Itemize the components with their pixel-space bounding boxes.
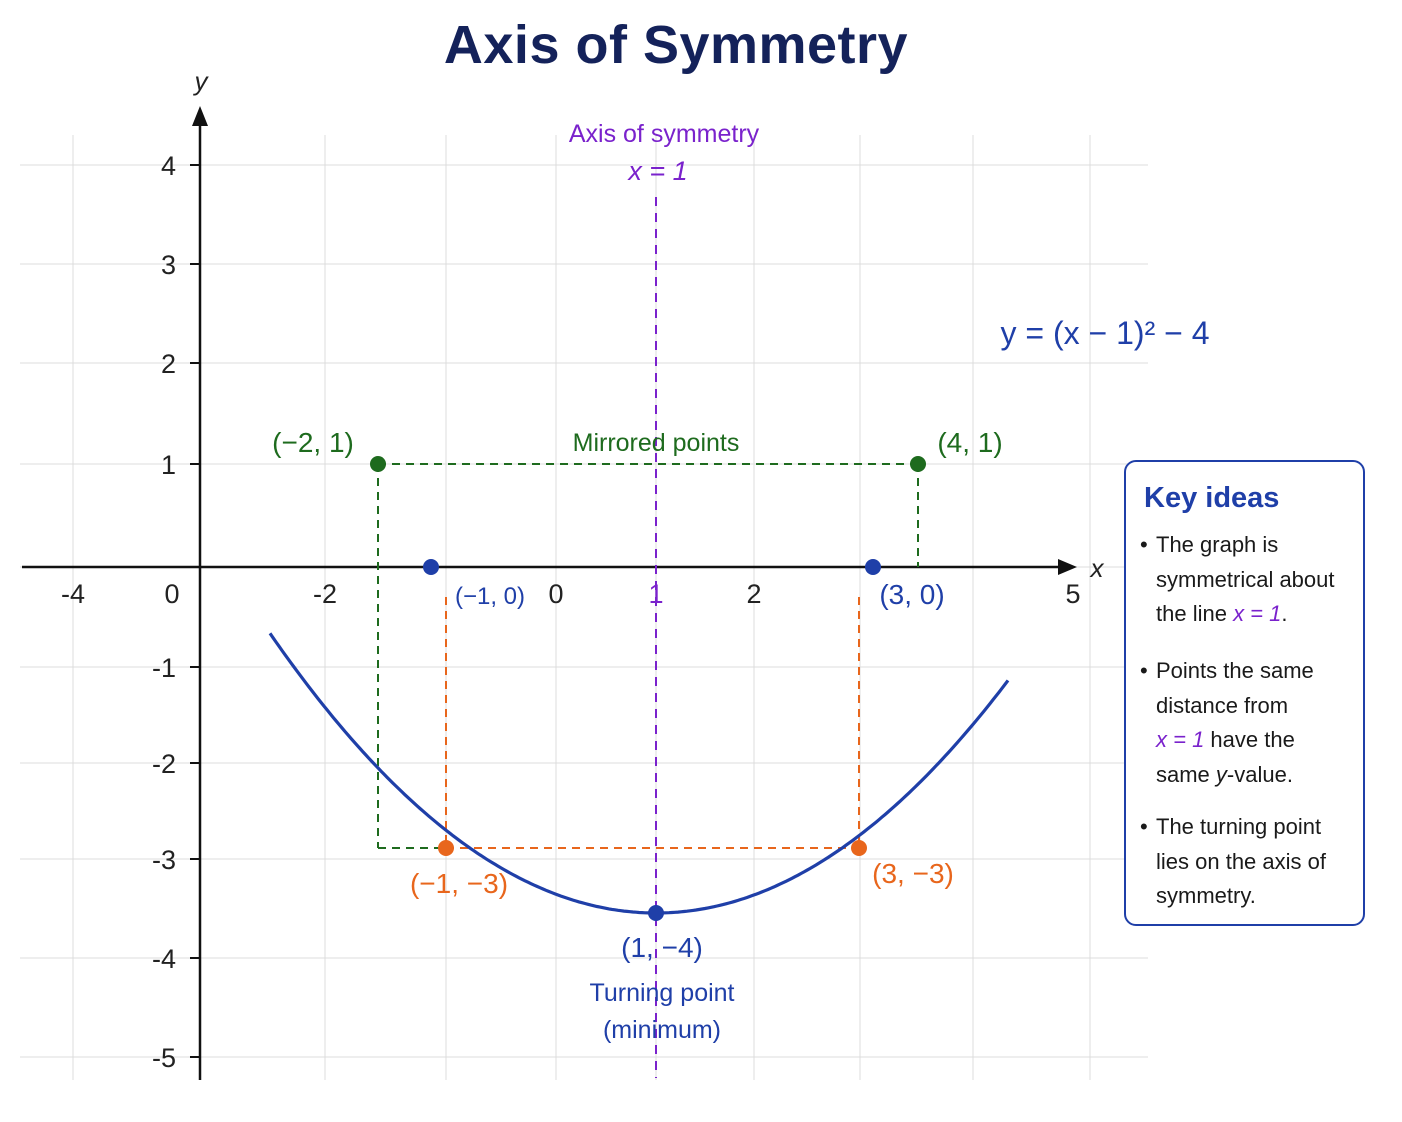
key-idea-3: The turning point lies on the axis of sy… [1156,814,1326,908]
y-tick-label: -5 [152,1043,176,1073]
y-axis-label: y [193,66,210,96]
x-tick-label: 1 [648,579,663,609]
page-title: Axis of Symmetry [443,15,909,75]
point-label: (−2, 1) [272,427,354,458]
curve-equation-label: y = (x − 1)² − 4 [1001,315,1210,351]
point-label: (−1, 0) [455,583,525,610]
x-tick-label: -4 [61,579,85,609]
bullet: • [1140,658,1148,683]
y-tick-label: -4 [152,944,176,974]
axis-of-symmetry-equation: x = 1 [626,156,687,186]
x-tick-label: 0 [164,579,179,609]
point-label: (4, 1) [937,427,1002,458]
key-ideas-title: Key ideas [1144,482,1280,514]
data-point [370,456,386,472]
x-axis-arrow [1058,559,1077,575]
y-tick-label: 3 [161,250,176,280]
y-tick-label: -1 [152,653,176,683]
x-tick-label: 2 [746,579,761,609]
key-ideas-box: Key ideas • The graph is symmetrical abo… [1124,460,1365,926]
data-point [851,840,867,856]
x-tick-label: -2 [313,579,337,609]
axis-of-symmetry-label: Axis of symmetry [569,120,760,148]
point-label: (3, −3) [872,858,954,889]
y-axis-arrow [192,106,208,126]
data-point [865,559,881,575]
point-label: (1, −4) [621,932,703,963]
bullet: • [1140,532,1148,557]
y-tick-label: 2 [161,349,176,379]
turning-point-label: Turning point [590,979,735,1007]
y-tick-label: 1 [161,450,176,480]
data-point [648,905,664,921]
y-tick-label: -3 [152,845,176,875]
y-tick-label: -2 [152,749,176,779]
data-point [910,456,926,472]
mirrored-points-label: Mirrored points [573,429,740,457]
parabola-curve [268,632,1010,915]
data-point [438,840,454,856]
point-label: (3, 0) [879,579,944,610]
y-tick-label: 4 [161,151,176,181]
x-tick-label: 0 [548,579,563,609]
data-point [423,559,439,575]
key-idea-2: Points the same distance from x = 1 have… [1156,658,1314,787]
point-label: (−1, −3) [410,868,508,899]
x-axis-label: x [1089,553,1105,583]
key-idea-1: The graph is symmetrical about the line … [1156,532,1335,626]
x-tick-label: 5 [1065,579,1080,609]
bullet: • [1140,814,1148,839]
turning-point-sublabel: (minimum) [603,1016,721,1044]
